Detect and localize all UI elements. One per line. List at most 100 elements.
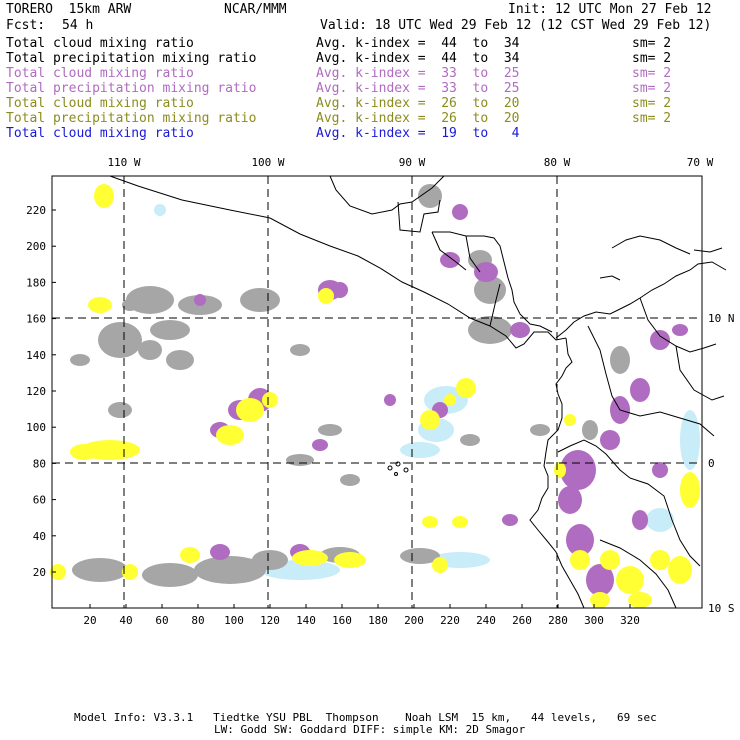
legend-sm-0: sm= 2 [632, 36, 672, 51]
y-tick-label: 60 [33, 494, 46, 507]
mid-cloud-area [610, 346, 630, 374]
border-colombia [587, 325, 715, 437]
legend-sm-5: sm= 2 [632, 111, 672, 126]
precip-area [88, 297, 112, 313]
mid-cloud-area [400, 548, 440, 564]
forecast-label: Fcst: [6, 18, 46, 33]
high-cloud-area [154, 204, 166, 216]
precip-area [318, 288, 334, 304]
precip-area [628, 592, 652, 608]
precip-area [262, 392, 278, 408]
high-cloud-area [646, 508, 674, 532]
low-cloud-area [630, 378, 650, 402]
coast-mexico [96, 175, 567, 349]
map-axes: 110 W 100 W 90 W 80 W 70 W 10 N 0 10 S 20 40 60 80 1… [26, 156, 734, 627]
low-cloud-area [384, 394, 396, 406]
legend-field-2: Total cloud mixing ratio [6, 66, 194, 81]
low-cloud-area [558, 486, 582, 514]
legend-index-6: Avg. k-index = 19 to 4 [316, 126, 520, 141]
precip-area [554, 462, 566, 478]
precip-area [292, 550, 328, 566]
mid-cloud-area [252, 550, 288, 570]
x-tick-label: 100 [224, 614, 244, 627]
mid-cloud-area [474, 276, 506, 304]
border-central-am [431, 231, 501, 327]
mid-cloud-area [286, 454, 314, 466]
precip-area [334, 552, 366, 568]
x-tick-label: 240 [476, 614, 496, 627]
legend-sm-2: sm= 2 [632, 66, 672, 81]
lon-label: 70 W [687, 156, 714, 169]
legend-field-1: Total precipitation mixing ratio [6, 51, 257, 66]
mid-cloud-area [460, 434, 480, 446]
legend-sm-4: sm= 2 [632, 96, 672, 111]
model-title: TORERO 15km ARW [6, 2, 132, 17]
lat-label: 10 N [708, 312, 735, 325]
coast-south-america [529, 337, 585, 609]
low-cloud-area [510, 322, 530, 338]
legend-field-6: Total cloud mixing ratio [6, 126, 194, 141]
x-tick-label: 200 [404, 614, 424, 627]
precip-area [70, 444, 98, 460]
mid-cloud-area [582, 420, 598, 440]
coast-gulf [329, 175, 445, 215]
coast-honduras [432, 231, 553, 333]
precip-area [616, 566, 644, 594]
x-tick-label: 300 [584, 614, 604, 627]
center-name: NCAR/MMM [224, 2, 287, 17]
y-tick-label: 120 [26, 385, 46, 398]
precip-area [456, 378, 476, 398]
mid-cloud-area [126, 286, 174, 314]
low-cloud-area [452, 204, 468, 220]
border-brazil [675, 345, 725, 401]
precip-area [680, 472, 700, 508]
x-tick-label: 60 [155, 614, 168, 627]
x-tick-label: 180 [368, 614, 388, 627]
mid-cloud-area [318, 424, 342, 436]
mid-cloud-area [98, 322, 142, 358]
x-tick-label: 20 [83, 614, 96, 627]
x-tick-label: 280 [548, 614, 568, 627]
lat-label: 0 [708, 457, 715, 470]
border-colombia-ecuador [557, 439, 631, 479]
precip-area [94, 184, 114, 208]
low-cloud-area [474, 262, 498, 282]
y-tick-label: 220 [26, 204, 46, 217]
lon-label: 100 W [251, 156, 284, 169]
lon-label: 80 W [544, 156, 571, 169]
valid-time: Valid: 18 UTC Wed 29 Feb 12 (12 CST Wed … [320, 18, 712, 33]
y-tick-label: 200 [26, 240, 46, 253]
border-peru [629, 477, 701, 567]
legend-field-4: Total cloud mixing ratio [6, 96, 194, 111]
coast-cuba [611, 235, 691, 255]
precip-area [432, 557, 448, 573]
galapagos-islands [387, 461, 409, 476]
precip-area [590, 592, 610, 608]
precip-area [422, 516, 438, 528]
low-cloud-area [632, 510, 648, 530]
mid-cloud-area [240, 288, 280, 312]
precip-area [444, 394, 456, 406]
mid-cloud-area [166, 350, 194, 370]
precip-area [216, 425, 244, 445]
legend-index-2: Avg. k-index = 33 to 25 [316, 66, 520, 81]
precip-area [570, 550, 590, 570]
legend-sm-1: sm= 2 [632, 51, 672, 66]
legend-index-4: Avg. k-index = 26 to 20 [316, 96, 520, 111]
mid-cloud-area [122, 299, 138, 311]
precip-area [180, 547, 200, 563]
mid-cloud-area [108, 402, 132, 418]
y-tick-label: 140 [26, 349, 46, 362]
low-cloud-area [194, 294, 206, 306]
mid-cloud-area [194, 556, 266, 584]
low-cloud-area [652, 462, 668, 478]
y-tick-label: 20 [33, 566, 46, 579]
high-cloud-area [400, 442, 440, 458]
low-cloud-area [600, 430, 620, 450]
precip-area [420, 410, 440, 430]
x-tick-label: 320 [620, 614, 640, 627]
precip-area [600, 550, 620, 570]
coast-caribbean-colombia [555, 297, 641, 339]
low-cloud-area [502, 514, 518, 526]
